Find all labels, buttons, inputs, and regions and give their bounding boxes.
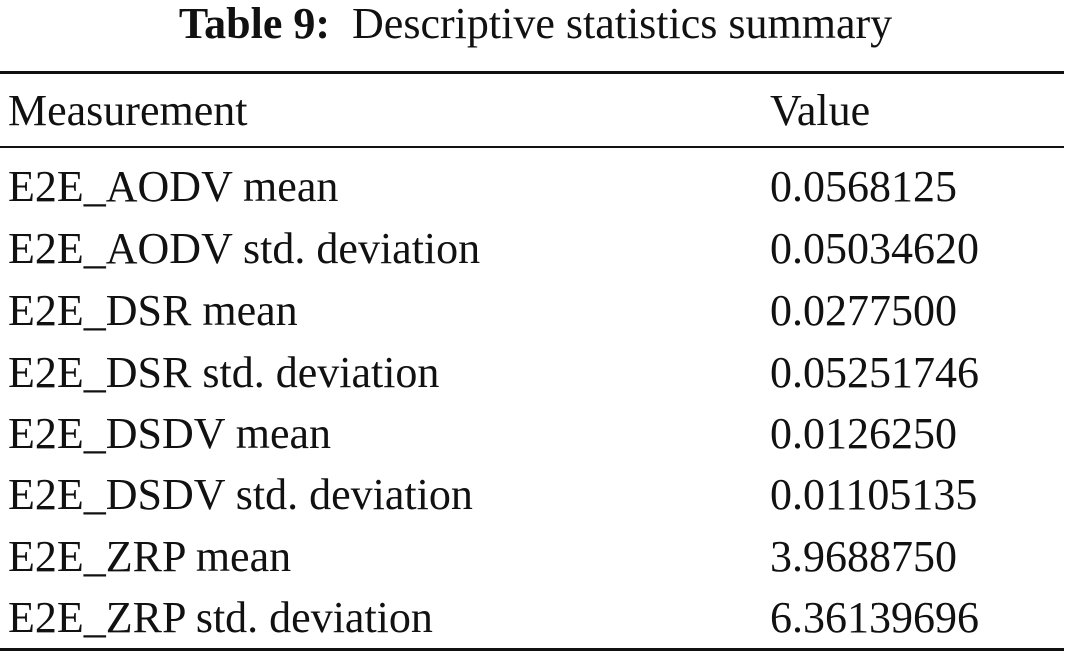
table-row: E2E_AODV std. deviation 0.05034620 [0,218,1064,280]
value-cell: 0.0568125 [770,162,957,211]
table-caption-text: Descriptive statistics summary [352,0,893,48]
measurement-cell: E2E_AODV std. deviation [8,224,481,273]
value-cell: 0.01105135 [770,470,978,519]
measurement-cell: E2E_DSR mean [8,286,298,335]
measurement-cell: E2E_ZRP mean [8,532,292,581]
measurement-cell: E2E_DSR std. deviation [8,348,440,397]
measurement-cell: E2E_DSDV mean [8,409,332,458]
table-row: E2E_DSDV mean 0.0126250 [0,403,1064,465]
measurement-cell: E2E_ZRP std. deviation [8,593,433,642]
measurement-cell: E2E_DSDV std. deviation [8,470,473,519]
table-caption: Table 9: Descriptive statistics summary [0,0,1071,60]
value-cell: 6.36139696 [770,593,979,642]
table-header-rule [0,146,1064,148]
table-row: E2E_ZRP mean 3.9688750 [0,526,1064,588]
table-header-row: Measurement Value [0,80,1064,142]
measurement-cell: E2E_AODV mean [8,162,339,211]
value-cell: 0.0126250 [770,409,957,458]
table-row: E2E_DSR mean 0.0277500 [0,280,1064,342]
table-caption-label: Table 9: [178,0,331,48]
value-cell: 0.05034620 [770,224,979,273]
table-row: E2E_DSR std. deviation 0.05251746 [0,342,1064,404]
table-top-rule [0,71,1064,74]
table-row: E2E_DSDV std. deviation 0.01105135 [0,464,1064,526]
value-cell: 0.0277500 [770,286,957,335]
value-cell: 0.05251746 [770,348,979,397]
table-bottom-rule [0,648,1064,651]
table-row: E2E_AODV mean 0.0568125 [0,156,1064,218]
header-value: Value [770,86,871,135]
header-measurement: Measurement [8,86,248,135]
value-cell: 3.9688750 [770,532,957,581]
table-row: E2E_ZRP std. deviation 6.36139696 [0,587,1064,649]
